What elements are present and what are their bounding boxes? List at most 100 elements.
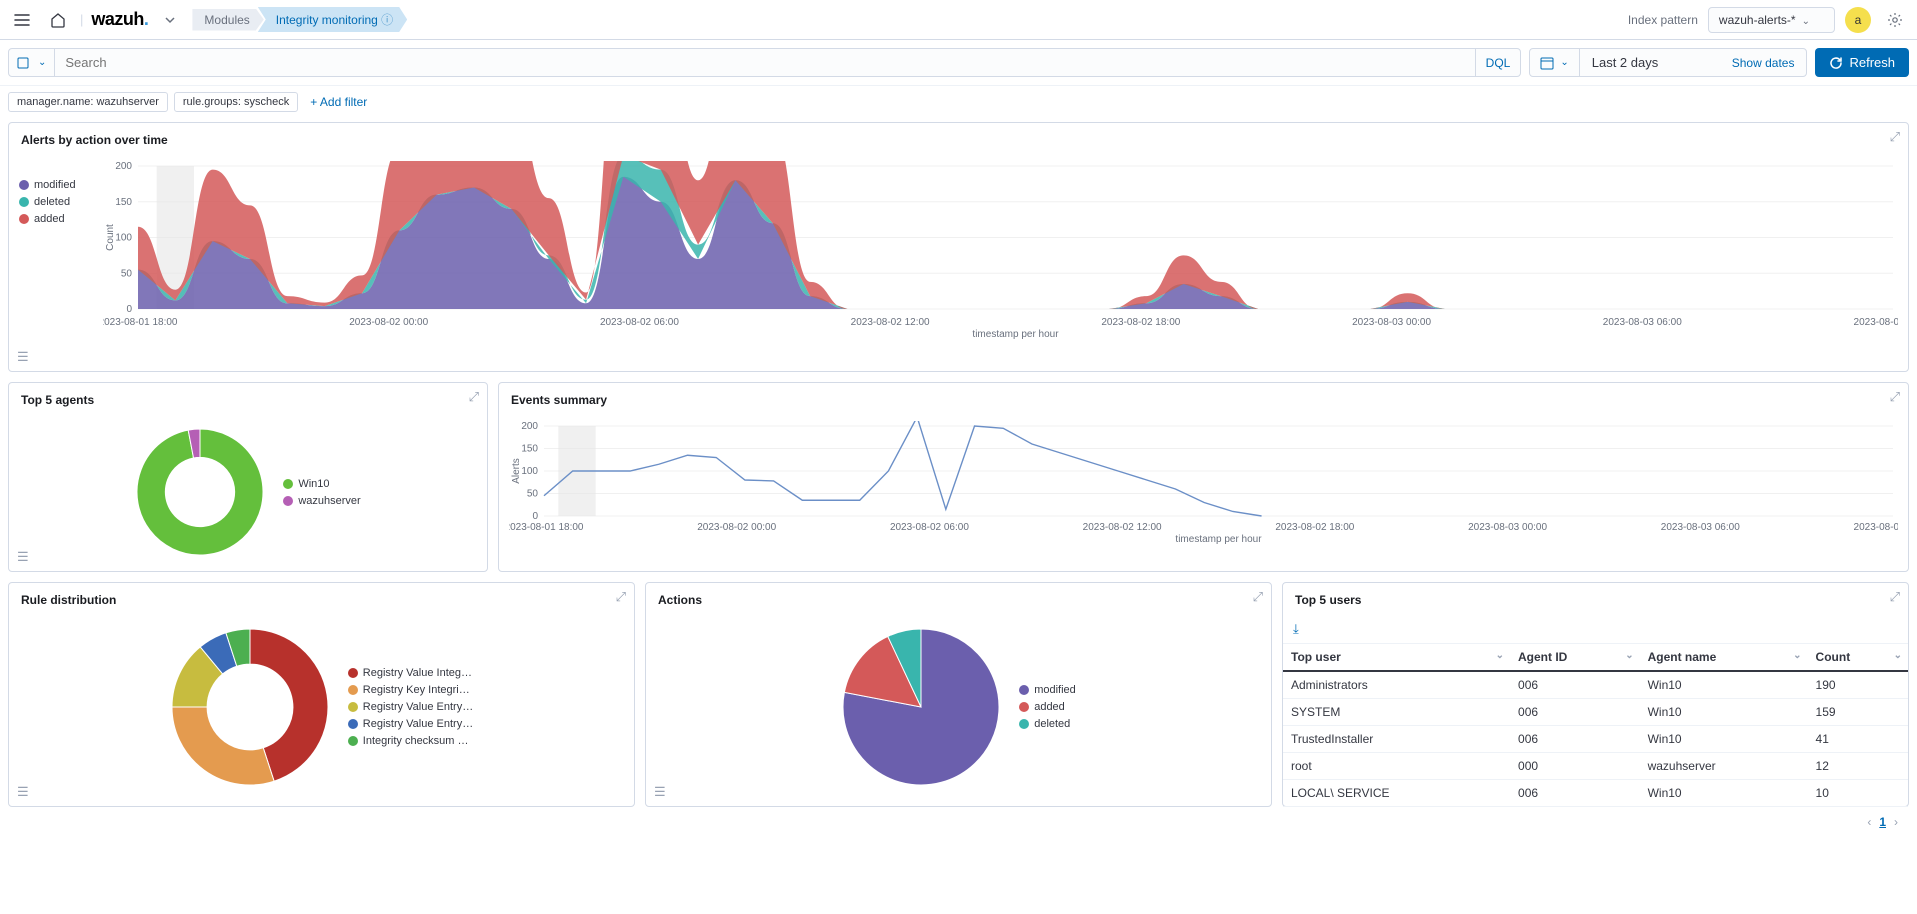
actions-pie-chart (841, 627, 1001, 787)
breadcrumb: Modules Integrity monitoring ⓘ (192, 7, 407, 32)
gear-icon[interactable] (1881, 6, 1909, 34)
svg-text:2023-08-03 00:00: 2023-08-03 00:00 (1468, 522, 1547, 533)
svg-text:timestamp per hour: timestamp per hour (1175, 534, 1262, 544)
svg-text:150: 150 (115, 197, 132, 208)
alerts-legend: modified deleted added (19, 161, 89, 339)
legend-item[interactable]: Registry Value Entry… (348, 718, 473, 730)
rules-legend: Registry Value Integ… Registry Key Integr… (348, 667, 473, 747)
page-next[interactable]: › (1894, 815, 1898, 829)
legend-item[interactable]: Registry Value Integ… (348, 667, 473, 679)
table-header[interactable]: Count⌄ (1808, 644, 1908, 671)
legend-item[interactable]: wazuhserver (283, 495, 360, 507)
expand-icon[interactable]: ⤢ (1890, 589, 1900, 605)
saved-query-icon[interactable]: ⌄ (9, 49, 55, 76)
filter-pill[interactable]: rule.groups: syscheck (174, 92, 298, 112)
calendar-icon[interactable]: ⌄ (1530, 49, 1579, 76)
svg-text:50: 50 (527, 489, 539, 500)
legend-item[interactable]: deleted (1019, 718, 1076, 730)
panel-title: Rule distribution (9, 583, 634, 617)
panel-events-summary: Events summary ⤢ 0501001502002023-08-01 … (498, 382, 1909, 572)
legend-item[interactable]: added (19, 213, 89, 225)
svg-text:200: 200 (115, 161, 132, 172)
expand-icon[interactable]: ⤢ (1890, 389, 1900, 405)
avatar[interactable]: a (1845, 7, 1871, 33)
table-row[interactable]: root000wazuhserver12 (1283, 753, 1908, 780)
svg-text:2023-08-03 06:00: 2023-08-03 06:00 (1603, 317, 1682, 328)
legend-item[interactable]: Integrity checksum … (348, 735, 473, 747)
breadcrumb-modules[interactable]: Modules (192, 9, 263, 31)
page-current[interactable]: 1 (1879, 815, 1886, 829)
legend-item[interactable]: modified (1019, 684, 1076, 696)
panel-rule-distribution: Rule distribution ⤢ Registry Value Integ… (8, 582, 635, 807)
table-header[interactable]: Top user⌄ (1283, 644, 1510, 671)
filter-pill[interactable]: manager.name: wazuhserver (8, 92, 168, 112)
svg-text:Alerts: Alerts (511, 458, 522, 484)
svg-text:0: 0 (126, 304, 132, 315)
options-icon[interactable]: ☰ (17, 784, 29, 800)
rules-donut-chart (170, 627, 330, 787)
table-header[interactable]: Agent ID⌄ (1510, 644, 1640, 671)
svg-text:200: 200 (521, 421, 538, 432)
svg-text:Count: Count (105, 224, 116, 251)
refresh-button[interactable]: Refresh (1815, 48, 1909, 77)
top-bar: | wazuh. Modules Integrity monitoring ⓘ … (0, 0, 1917, 40)
expand-icon[interactable]: ⤢ (469, 389, 479, 405)
agents-legend: Win10 wazuhserver (283, 478, 360, 507)
index-pattern-select[interactable]: wazuh-alerts-*⌄ (1708, 7, 1835, 33)
show-dates-link[interactable]: Show dates (1720, 49, 1807, 76)
table-row[interactable]: SYSTEM006Win10159 (1283, 699, 1908, 726)
filter-bar: manager.name: wazuhserver rule.groups: s… (0, 86, 1917, 122)
svg-text:2023-08-03 12:00: 2023-08-03 12:00 (1854, 522, 1898, 533)
legend-item[interactable]: added (1019, 701, 1076, 713)
options-icon[interactable]: ☰ (17, 349, 29, 365)
chevron-down-icon[interactable] (156, 6, 184, 34)
agents-donut-chart (135, 427, 265, 557)
date-range[interactable]: Last 2 days (1580, 49, 1720, 76)
svg-text:2023-08-02 12:00: 2023-08-02 12:00 (1083, 522, 1162, 533)
index-pattern-label: Index pattern (1628, 13, 1698, 27)
svg-text:100: 100 (521, 466, 538, 477)
expand-icon[interactable]: ⤢ (1253, 589, 1263, 605)
logo[interactable]: wazuh. (91, 9, 148, 30)
page-prev[interactable]: ‹ (1867, 815, 1871, 829)
panel-title: Top 5 users (1283, 583, 1908, 617)
svg-text:150: 150 (521, 444, 538, 455)
svg-text:0: 0 (532, 511, 538, 522)
panel-top-agents: Top 5 agents ⤢ Win10 wazuhserver ☰ (8, 382, 488, 572)
add-filter-link[interactable]: + Add filter (304, 92, 373, 112)
legend-item[interactable]: modified (19, 179, 89, 191)
legend-item[interactable]: Win10 (283, 478, 360, 490)
menu-icon[interactable] (8, 6, 36, 34)
legend-item[interactable]: Registry Key Integri… (348, 684, 473, 696)
search-input[interactable] (55, 49, 1474, 76)
options-icon[interactable]: ☰ (654, 784, 666, 800)
table-header[interactable]: Agent name⌄ (1640, 644, 1808, 671)
panel-alerts-by-action: Alerts by action over time ⤢ modified de… (8, 122, 1909, 372)
svg-text:50: 50 (121, 268, 133, 279)
search-bar: ⌄ DQL ⌄ Last 2 days Show dates Refresh (0, 40, 1917, 86)
expand-icon[interactable]: ⤢ (1890, 129, 1900, 145)
legend-item[interactable]: Registry Value Entry… (348, 701, 473, 713)
panel-actions: Actions ⤢ modifiedaddeddeleted ☰ (645, 582, 1272, 807)
table-row[interactable]: LOCAL\ SERVICE006Win1010 (1283, 780, 1908, 807)
top-users-table: Top user⌄Agent ID⌄Agent name⌄Count⌄ Admi… (1283, 644, 1908, 807)
pagination: ‹ 1 › (1283, 807, 1908, 837)
date-picker: ⌄ Last 2 days Show dates (1529, 48, 1807, 77)
options-icon[interactable]: ☰ (17, 549, 29, 565)
svg-text:2023-08-03 00:00: 2023-08-03 00:00 (1352, 317, 1431, 328)
svg-text:2023-08-02 06:00: 2023-08-02 06:00 (600, 317, 679, 328)
expand-icon[interactable]: ⤢ (616, 589, 626, 605)
table-row[interactable]: TrustedInstaller006Win1041 (1283, 726, 1908, 753)
home-icon[interactable] (44, 6, 72, 34)
table-row[interactable]: Administrators006Win10190 (1283, 671, 1908, 699)
panel-title: Events summary (499, 383, 1908, 417)
breadcrumb-integrity-monitoring[interactable]: Integrity monitoring ⓘ (258, 7, 407, 32)
svg-text:2023-08-02 00:00: 2023-08-02 00:00 (349, 317, 428, 328)
legend-item[interactable]: deleted (19, 196, 89, 208)
actions-legend: modified added deleted (1019, 684, 1076, 730)
svg-text:2023-08-03 12:00: 2023-08-03 12:00 (1854, 317, 1898, 328)
export-icon[interactable]: ⤓ (1293, 621, 1299, 636)
svg-text:2023-08-02 00:00: 2023-08-02 00:00 (697, 522, 776, 533)
dql-button[interactable]: DQL (1475, 49, 1521, 76)
alerts-chart: 0501001502002023-08-01 18:002023-08-02 0… (103, 161, 1898, 339)
